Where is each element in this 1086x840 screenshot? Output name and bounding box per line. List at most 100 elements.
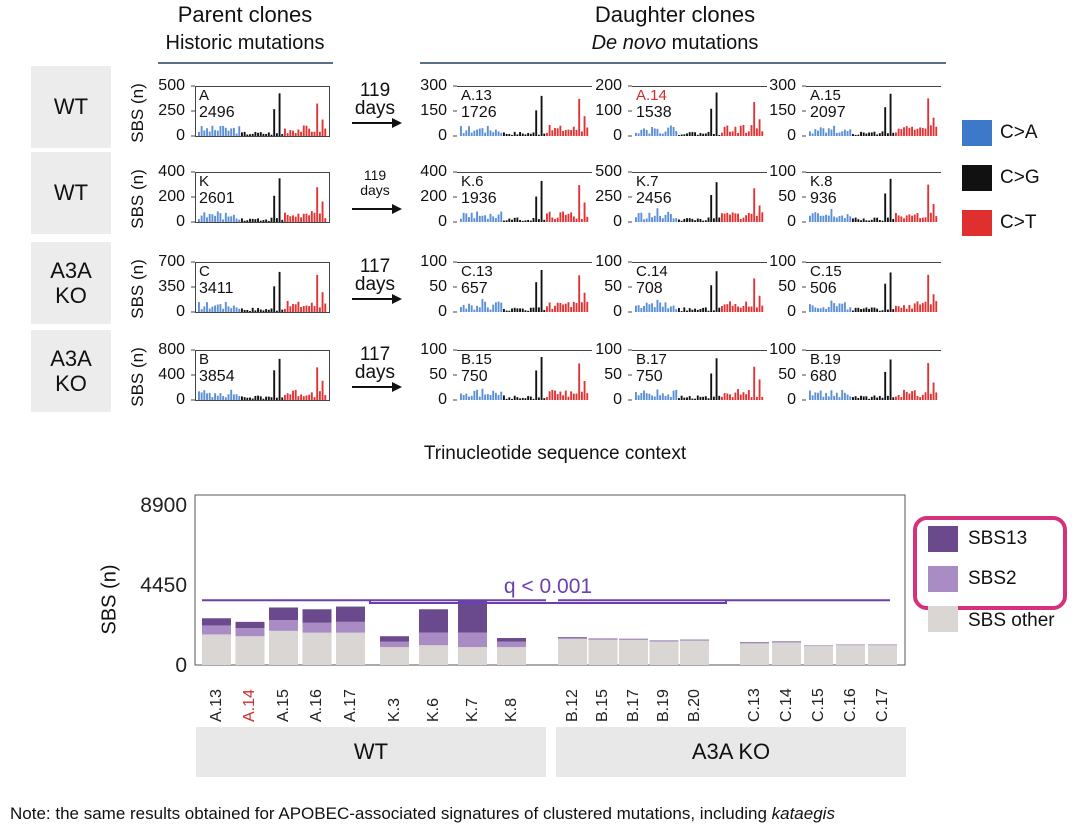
row-2-daughter-0-context-bar xyxy=(468,303,470,312)
row-1-daughter-2-context-bar xyxy=(911,215,914,222)
row-0-daughter-2-context-bar xyxy=(916,128,919,136)
row-3-daughter-0-context-bar xyxy=(508,397,511,400)
row-3-daughter-0-context-bar xyxy=(516,397,519,400)
row-0-daughter-2-context-bar xyxy=(911,126,914,136)
row-1-daughter-2-context-bar xyxy=(921,217,924,222)
bar-A.14-sbs13 xyxy=(235,621,265,629)
row-3-daughter-0-context-bar xyxy=(540,357,543,400)
row-1-daughter-2-context-bar xyxy=(814,212,817,222)
row-1-parent-context-bar xyxy=(227,216,230,222)
row-1-daughter-2-clone-total: 936 xyxy=(810,190,837,207)
row-2-arrow-head xyxy=(392,294,402,304)
row-2-daughter-0-spectrum-plot xyxy=(453,261,592,313)
row-0-daughter-1-context-bar xyxy=(645,129,648,136)
row-1-parent-context-bar xyxy=(219,213,222,222)
bar-C.14-sbs13 xyxy=(772,641,801,642)
row-0-daughter-0-context-bar xyxy=(559,125,562,136)
row-2-daughter-2-clone-total: 506 xyxy=(810,280,837,297)
row-0-daughter-1-context-bar xyxy=(678,135,680,136)
row-0-parent-context-bar xyxy=(241,132,243,136)
row-3-daughter-2-context-bar xyxy=(843,392,846,400)
row-1-daughter-2-context-bar xyxy=(843,218,846,222)
row-0-daughter-2-context-bar xyxy=(843,129,846,136)
row-3-daughter-1-context-bar xyxy=(715,358,718,400)
row-3-daughter-2-context-bar xyxy=(811,395,814,400)
row-3-daughter-2-context-bar xyxy=(892,397,895,400)
row-2-daughter-2-context-bar xyxy=(835,306,838,312)
row-1-daughter-1-context-bar xyxy=(755,215,758,222)
row-1-daughter-1-ytick-0: 500 xyxy=(595,163,622,180)
row-1-daughter-2-context-bar xyxy=(846,214,849,222)
row-2-parent-context-bar xyxy=(300,306,303,312)
row-1-parent-context-bar xyxy=(224,212,227,222)
row-2-daughter-2-context-bar xyxy=(827,307,830,312)
row-1-daughter-1-clone-total: 2456 xyxy=(636,190,672,207)
row-2-daughter-2-context-bar xyxy=(876,308,879,312)
row-1-parent-frame xyxy=(195,172,330,223)
row-0-daughter-0-context-bar xyxy=(543,133,546,136)
row-0-parent-clone-name: A xyxy=(199,87,210,104)
row-2-daughter-0-ytick-1: 50 xyxy=(429,278,447,295)
row-1-daughter-1-ytick-2: 0 xyxy=(613,213,622,230)
row-2-daughter-1-context-bar xyxy=(664,302,667,312)
row-0-daughter-1-context-bar xyxy=(715,92,718,136)
row-2-parent-context-bar xyxy=(251,307,254,312)
row-1-parent-context-bar xyxy=(249,218,251,222)
row-2-parent-context-bar xyxy=(219,304,222,312)
row-2-daughter-2-context-bar xyxy=(817,308,819,312)
bar-A.13-sbs-other xyxy=(202,634,231,665)
row-0-parent-context-bar xyxy=(270,134,273,136)
row-2-daughter-1-context-bar xyxy=(653,307,656,312)
row-1-daughter-1-context-bar xyxy=(753,188,756,222)
row-0-daughter-0-context-bar xyxy=(564,130,567,136)
row-0-parent-context-bar xyxy=(219,126,222,136)
row-1-daughter-0-context-bar xyxy=(529,220,532,222)
row-1-daughter-1-context-bar xyxy=(680,220,683,222)
row-2-parent-context-bar xyxy=(232,305,235,312)
row-2-daughter-0-context-bar xyxy=(559,302,562,312)
row-1-daughter-0-context-bar xyxy=(556,217,559,222)
row-1-parent-context-bar xyxy=(302,213,305,222)
row-1-daughter-1-context-bar xyxy=(718,217,721,222)
row-3-daughter-1-context-bar xyxy=(755,396,758,400)
row-3-parent-context-bar xyxy=(230,389,233,400)
row-0-daughter-2-context-bar xyxy=(908,127,911,136)
row-2-daughter-1-context-bar xyxy=(753,278,756,312)
row-1-parent-context-bar xyxy=(321,201,324,222)
row-0-sbs-label: SBS (n) xyxy=(128,83,147,143)
row-2-daughter-1-context-bar xyxy=(686,310,688,312)
row-2-daughter-2-context-bar xyxy=(846,309,849,312)
row-3-interval: 117 days xyxy=(354,344,396,384)
bar-K.6-sbs2 xyxy=(419,632,448,646)
row-1-parent-context-bar xyxy=(294,216,297,222)
row-1-parent-context-bar xyxy=(324,218,327,222)
row-0-parent-context-bar xyxy=(292,130,294,136)
row-0-parent-context-bar xyxy=(324,128,327,136)
row-2-parent-context-bar xyxy=(313,305,316,312)
daughter-clones-subtitle: De novo mutations xyxy=(520,32,830,55)
row-3-daughter-0-context-bar xyxy=(473,390,476,400)
row-2-parent-context-bar xyxy=(324,303,327,312)
row-0-daughter-0-context-bar xyxy=(492,132,495,136)
row-3-daughter-2-context-bar xyxy=(860,395,862,400)
row-3-parent-context-bar xyxy=(294,389,297,400)
row-1-daughter-0-context-bar xyxy=(465,213,468,222)
row-2-daughter-0-context-bar xyxy=(537,307,540,312)
row-2-daughter-0-context-bar xyxy=(535,282,538,312)
row-1-daughter-2-context-bar xyxy=(924,217,927,222)
row-2-daughter-0-context-bar xyxy=(529,307,532,312)
row-0-daughter-0-context-bar xyxy=(570,130,573,136)
row-1-daughter-1-context-bar xyxy=(659,215,662,222)
row-0-daughter-2-context-bar xyxy=(932,117,935,136)
row-1-parent-clone-total: 2601 xyxy=(199,190,235,207)
row-3-daughter-2-context-bar xyxy=(929,393,932,400)
row-0-daughter-2-context-bar xyxy=(921,127,924,136)
row-3-parent-context-bar xyxy=(216,395,219,400)
row-1-daughter-0-context-bar xyxy=(486,218,489,222)
row-0-daughter-2-context-bar xyxy=(827,128,830,136)
row-0-parent-context-bar xyxy=(284,128,286,136)
row-3-daughter-1-context-bar xyxy=(648,393,651,400)
row-3-daughter-2-context-bar xyxy=(913,390,916,400)
bar-B.12-sbs13 xyxy=(558,637,587,638)
row-1-parent-context-bar xyxy=(246,220,249,222)
